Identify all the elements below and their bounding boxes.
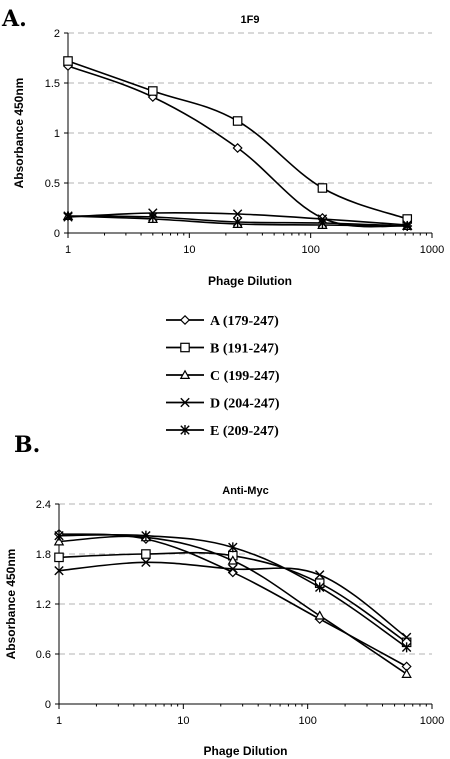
legend-item: D (204-247) <box>166 397 280 412</box>
legend-marker <box>180 342 190 353</box>
data-point <box>141 549 151 559</box>
data-point <box>402 221 412 231</box>
x-tick-label: 100 <box>298 715 316 727</box>
y-tick-label: 0 <box>54 228 60 240</box>
data-point <box>228 542 238 553</box>
x-tick-label: 1000 <box>420 244 444 256</box>
series-x <box>54 557 412 643</box>
data-point <box>315 582 325 593</box>
legend-marker <box>180 425 190 435</box>
data-point <box>63 56 73 66</box>
data-point <box>141 530 151 541</box>
series-star <box>63 211 412 231</box>
legend-label: E (209-247) <box>210 424 279 439</box>
data-point <box>401 668 412 678</box>
data-point <box>232 217 243 227</box>
data-point <box>401 632 412 643</box>
legend-item: A (179-247) <box>166 314 279 329</box>
chart-anti-myc: 0 0.6 1.2 1.8 2.4 1 10 100 1000 Anti-Myc Phage Dil… <box>4 485 444 758</box>
data-point <box>148 86 158 96</box>
data-point <box>54 552 64 563</box>
chart-title: 1F9 <box>241 14 260 26</box>
y-tick-label: 0.6 <box>36 649 51 661</box>
y-axis-title: Absorbance 450nm <box>12 78 26 189</box>
chart-title: Anti-Myc <box>222 485 268 497</box>
y-tick-label: 1.2 <box>36 599 51 611</box>
legend-label: A (179-247) <box>210 314 279 329</box>
y-tick-label: 0 <box>45 699 51 711</box>
data-point <box>228 564 238 574</box>
series-square <box>63 56 413 224</box>
x-tick-label: 1000 <box>420 715 444 727</box>
data-point <box>54 565 64 576</box>
legend-marker <box>179 314 191 326</box>
data-point <box>232 116 243 126</box>
data-point <box>401 642 412 653</box>
y-tick-label: 2 <box>54 28 60 40</box>
legend-item: C (199-247) <box>166 369 280 384</box>
x-axis-title: Phage Dilution <box>208 274 292 288</box>
data-point <box>227 555 239 565</box>
panel-label-b: B. <box>14 432 40 458</box>
series-triangle <box>53 531 412 678</box>
y-axis-title: Absorbance 450nm <box>4 549 18 660</box>
legend-item: E (209-247) <box>166 424 279 439</box>
data-point <box>54 530 64 541</box>
data-point <box>141 557 151 568</box>
x-tick-label: 100 <box>301 244 319 256</box>
y-tick-label: 2.4 <box>36 499 51 511</box>
x-tick-label: 10 <box>177 715 189 727</box>
y-tick-label: 1 <box>54 128 60 140</box>
data-point <box>53 536 65 546</box>
legend-label: D (204-247) <box>210 397 280 412</box>
x-tick-label: 10 <box>183 244 195 256</box>
panel-label-a: A. <box>1 6 27 32</box>
legend-label: B (191-247) <box>210 342 279 357</box>
legend: A (179-247) B (191-247) C (199-247) D (204-… <box>166 314 280 439</box>
data-point <box>63 211 73 221</box>
data-point <box>232 209 243 219</box>
legend-marker <box>180 397 190 408</box>
series-star <box>54 530 412 653</box>
legend-item: B (191-247) <box>166 342 279 357</box>
chart-1f9: 0 0.5 1 1.5 2 1 10 100 1000 1F9 Phage Dilution Abso… <box>12 14 444 288</box>
data-point <box>315 570 325 580</box>
legend-label: C (199-247) <box>210 369 280 384</box>
data-point <box>232 142 243 154</box>
legend-marker <box>179 369 191 379</box>
x-axis-title: Phage Dilution <box>204 744 288 758</box>
y-tick-label: 0.5 <box>45 178 60 190</box>
data-point <box>317 218 328 228</box>
series-line <box>58 551 408 643</box>
data-point <box>317 183 328 193</box>
y-tick-label: 1.5 <box>45 78 60 90</box>
data-point <box>314 610 325 620</box>
y-tick-label: 1.8 <box>36 549 51 561</box>
data-point <box>148 212 158 222</box>
series-line <box>67 60 408 220</box>
x-tick-label: 1 <box>65 244 71 256</box>
x-tick-label: 1 <box>56 715 62 727</box>
